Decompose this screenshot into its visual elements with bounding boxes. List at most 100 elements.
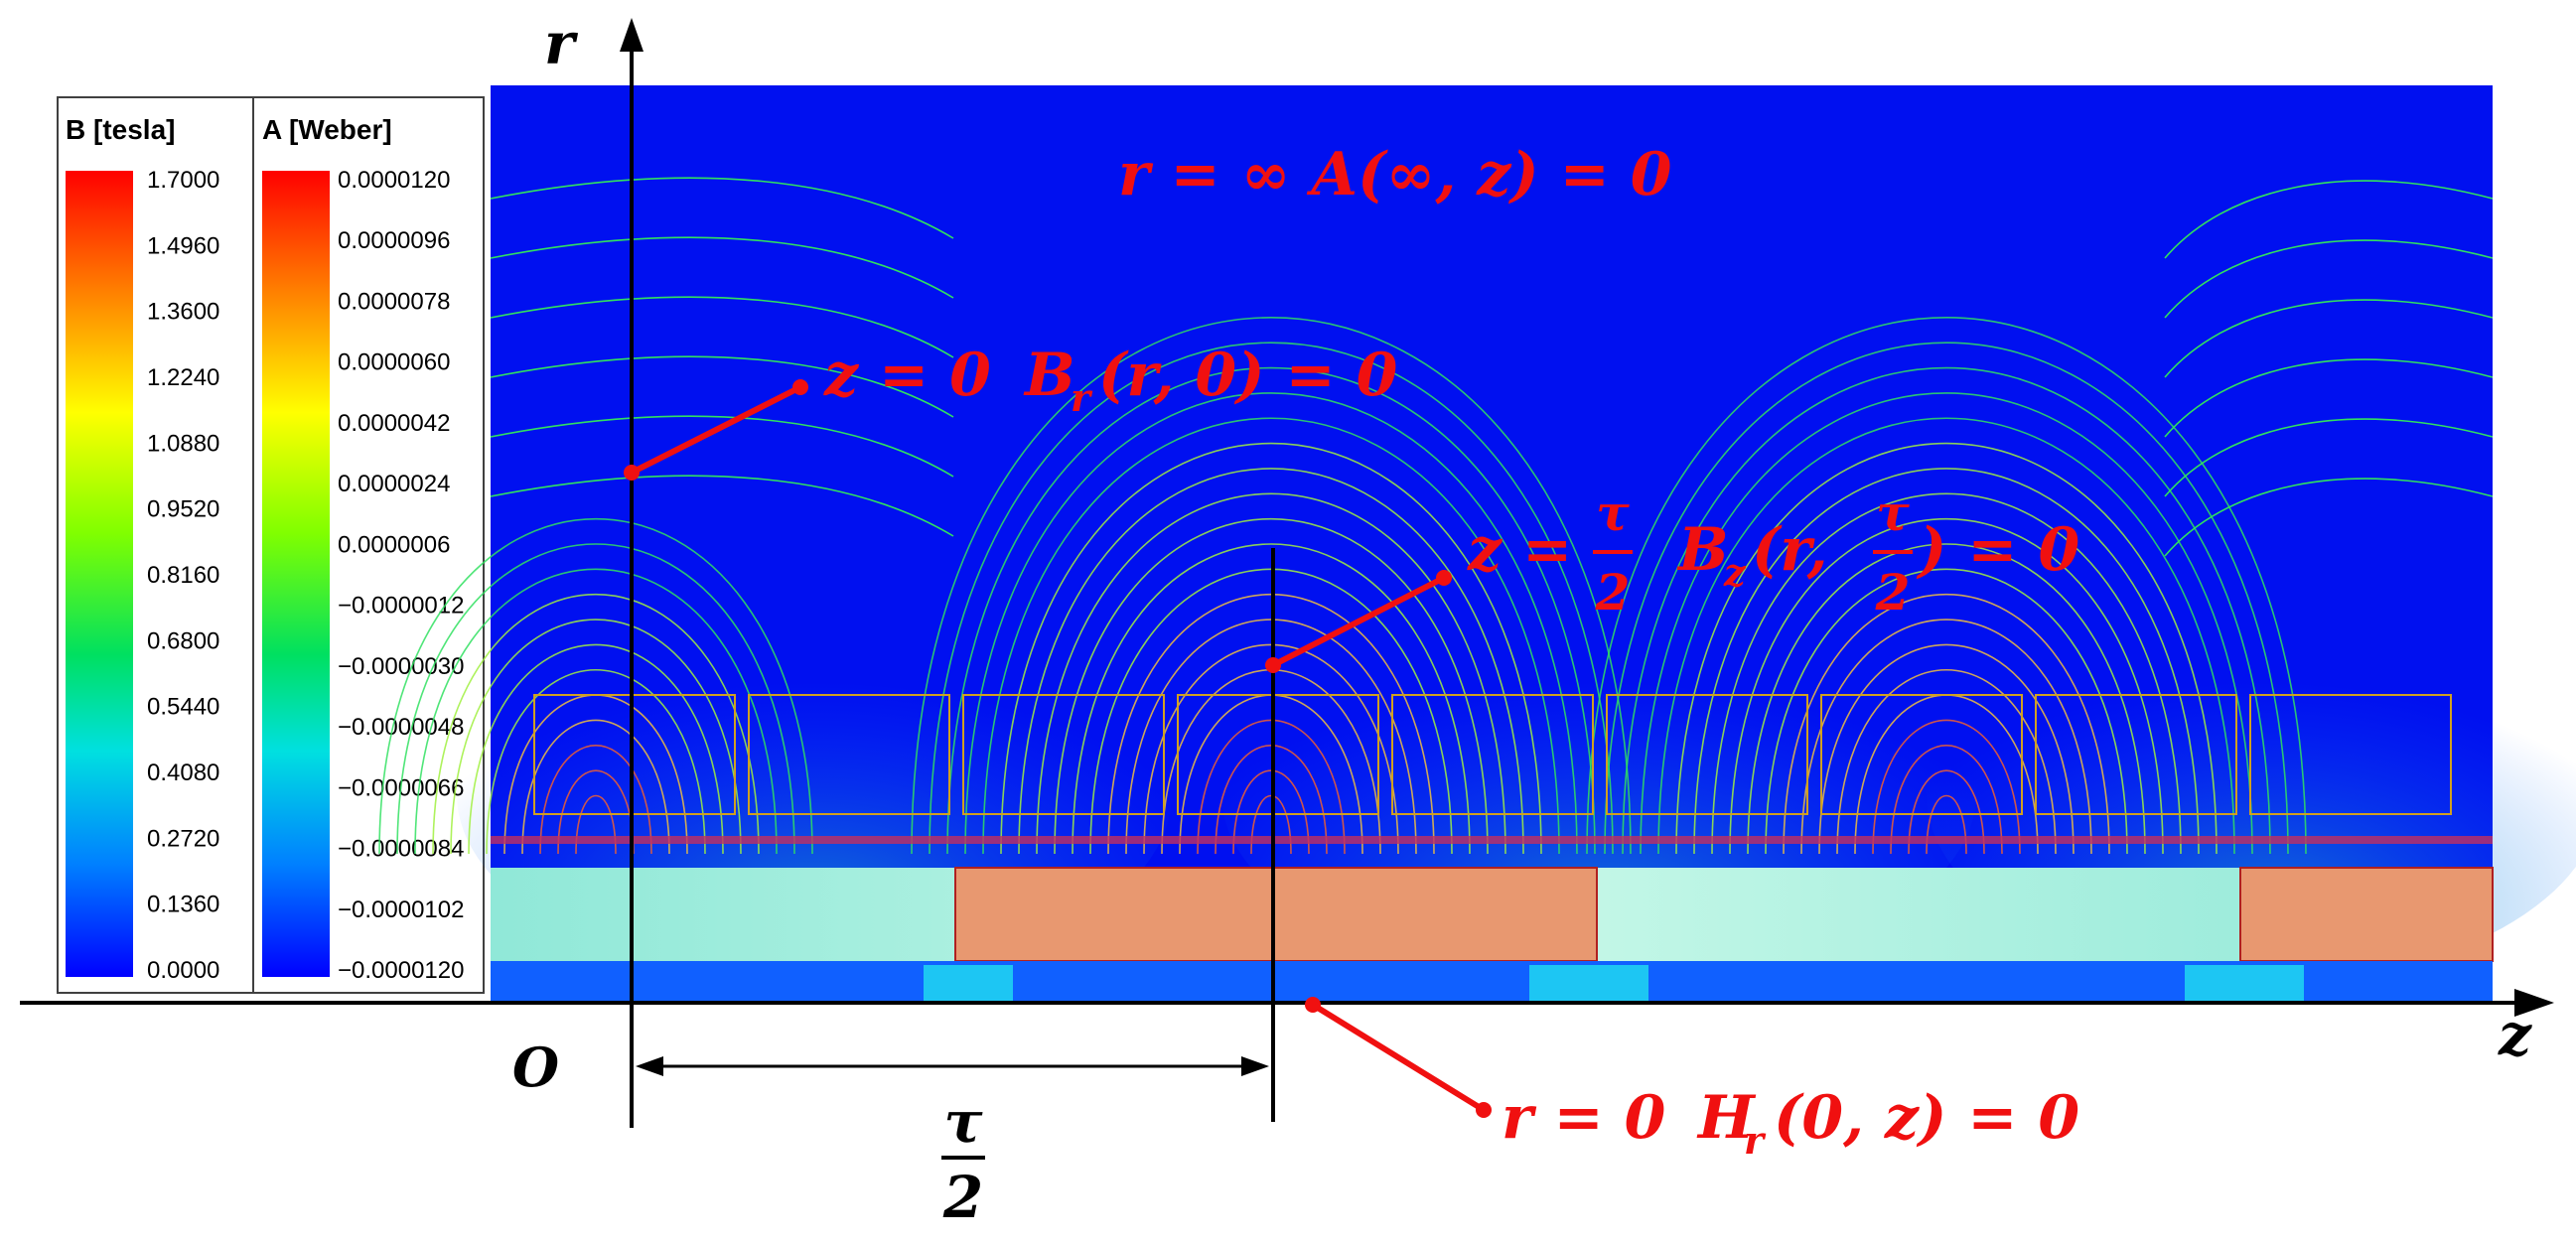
field-line (490, 475, 954, 537)
legend-b-tick: 0.2720 (147, 825, 219, 852)
field-line (490, 415, 954, 478)
legend-a-tick: −0.0000012 (338, 593, 464, 620)
legend-b-tick: 1.2240 (147, 364, 219, 391)
field-line (1818, 643, 2075, 855)
mid-pointer-dot-start (1265, 657, 1281, 673)
field-line (1926, 794, 1967, 855)
bottom-boundary-args: (0, z) = 0 (1774, 1083, 2079, 1153)
legend-b-title: B [tesla] (66, 114, 175, 145)
coil-outline (533, 694, 736, 815)
legend-a-colorbar (262, 171, 330, 977)
legend-a-ticks: 0.0000120 0.0000096 0.0000078 0.0000060 0.00… (338, 167, 464, 984)
bottom-boundary-subscript: r (1744, 1118, 1767, 1163)
legend-a-tick: 0.0000096 (338, 227, 450, 254)
field-line (1836, 669, 2057, 855)
field-line (1622, 366, 2271, 855)
z-axis-arrowhead (2514, 989, 2554, 1017)
shaft-highlight-2 (1529, 965, 1648, 1001)
bottom-pointer-dot-end (1476, 1102, 1492, 1118)
coil-outline (1820, 694, 2023, 815)
field-line (1018, 468, 1524, 855)
mid-boundary-args-close: ) = 0 (1916, 515, 2079, 585)
bottom-boundary-lhs: r = 0 (1502, 1083, 1666, 1153)
bottom-pointer-dot-start (1305, 997, 1321, 1013)
field-line (396, 543, 795, 855)
field-line (2164, 358, 2494, 438)
legend-a-tick: 0.0000006 (338, 531, 450, 558)
pitch-arrow-left (636, 1056, 663, 1076)
field-line (1765, 568, 2128, 855)
field-line (1657, 417, 2235, 855)
left-boundary-subscript: r (1071, 375, 1093, 420)
field-line (1908, 769, 1985, 855)
boundary-annotations: r = ∞ A(∞, z) = 0 z = 0 B r (r, 0) = 0 z… (624, 140, 2079, 1163)
legend-b-colorbar (66, 171, 133, 977)
field-line (2164, 418, 2494, 497)
coil-outline (2249, 694, 2452, 815)
field-line (1586, 317, 2307, 855)
field-line (1604, 342, 2289, 855)
field-line (1640, 392, 2253, 855)
field-line (432, 594, 760, 855)
field-line (1675, 443, 2218, 855)
field-line (1036, 492, 1506, 855)
field-line (2164, 180, 2494, 259)
field-line (1000, 443, 1542, 855)
mid-pointer-dot-end (1436, 570, 1452, 586)
field-line (1800, 619, 2092, 855)
legend-b-tick: 0.4080 (147, 760, 219, 786)
legend-a-tick: 0.0000060 (338, 349, 450, 376)
shaft-highlight-1 (924, 965, 1013, 1001)
legend-a-tick: −0.0000120 (338, 957, 464, 984)
field-line (490, 296, 954, 358)
field-line (2164, 239, 2494, 319)
legend-b-tick: 1.4960 (147, 232, 219, 259)
coil-outline (962, 694, 1165, 815)
field-lines (378, 177, 2494, 855)
r-axis-arrowhead (620, 18, 644, 52)
legend-a-tick: −0.0000048 (338, 714, 464, 741)
field-line (1747, 543, 2146, 855)
legend-b-tick: 1.0880 (147, 430, 219, 457)
mid-boundary-args-open: (r, (1752, 515, 1828, 585)
field-line (575, 794, 617, 855)
legend-a-tick: −0.0000102 (338, 897, 464, 923)
r-axis-label: r (544, 10, 579, 77)
legend-a-tick: 0.0000120 (338, 167, 450, 194)
field-line (2164, 299, 2494, 378)
legend-b-tick: 0.6800 (147, 627, 219, 654)
mid-boundary-lhs: z = (1467, 515, 1572, 585)
field-line (490, 177, 954, 239)
mid-tau-numerator: τ (1596, 483, 1630, 542)
tau-numerator: τ (943, 1088, 983, 1156)
legend-a-tick: 0.0000042 (338, 410, 450, 437)
pitch-arrow-right (1241, 1056, 1269, 1076)
field-line (414, 568, 778, 855)
field-line (450, 619, 742, 855)
coil-outline (1391, 694, 1594, 815)
mid-args-tau-denominator: 2 (1875, 563, 1911, 622)
left-pointer-dot-start (624, 465, 640, 481)
legend-b-tick: 0.0000 (147, 957, 219, 984)
shaft-region (491, 961, 2493, 1003)
mid-boundary-subscript: z (1723, 550, 1747, 595)
coil-outline (2035, 694, 2237, 815)
legend-a: A [Weber] 0.00001200.00000960.00000780.0… (252, 96, 485, 994)
field-line (468, 643, 724, 855)
coil-outline (748, 694, 950, 815)
left-boundary-b: B (1023, 341, 1075, 410)
left-boundary-lhs: z = 0 (823, 341, 991, 410)
field-line (929, 342, 1614, 855)
shaft-highlight-3 (2185, 965, 2304, 1001)
field-line (490, 355, 954, 418)
field-line (1054, 518, 1489, 855)
field-line (1872, 719, 2021, 855)
top-boundary-condition: r = ∞ A(∞, z) = 0 (1118, 140, 1672, 209)
field-line (486, 669, 706, 855)
field-line (1890, 745, 2003, 855)
mid-tau-denominator: 2 (1595, 563, 1631, 622)
legend-b-tick: 0.8160 (147, 562, 219, 589)
legend-b-tick: 0.1360 (147, 892, 219, 918)
coil-slots (533, 694, 2452, 815)
